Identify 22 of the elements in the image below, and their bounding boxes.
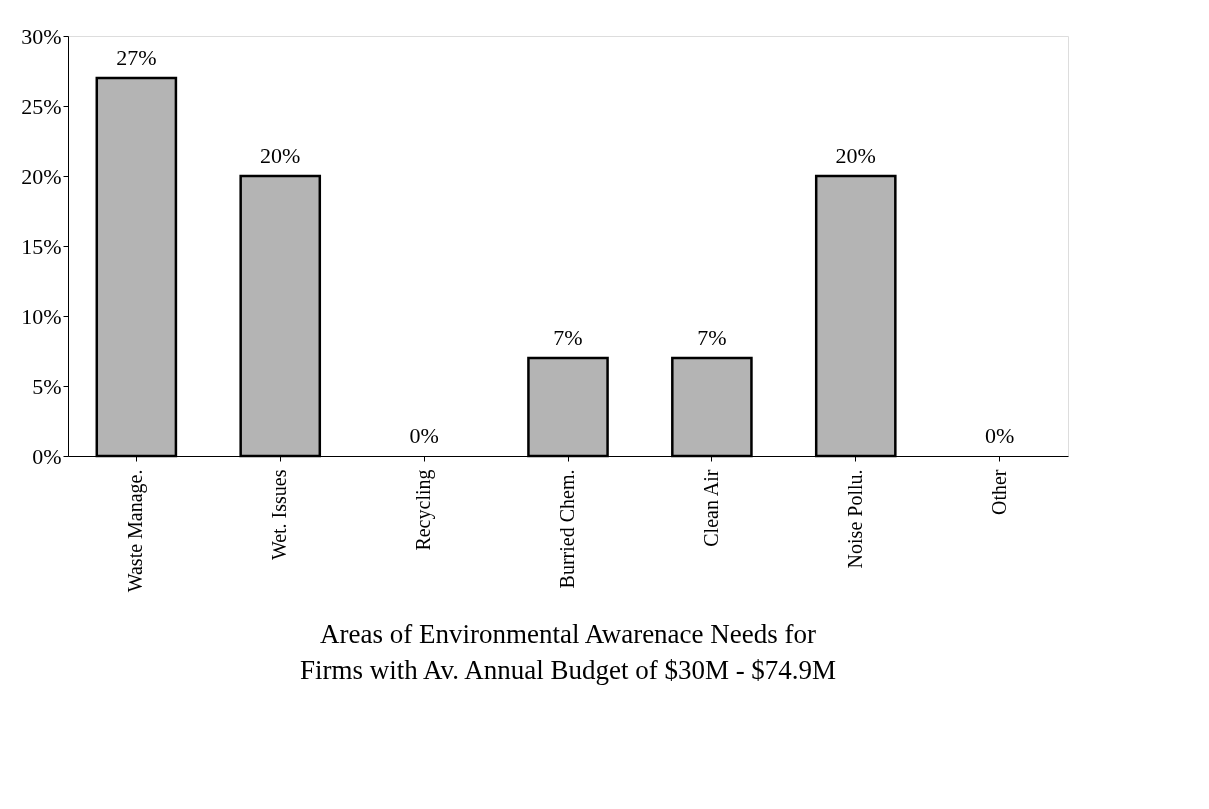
data-label: 7%	[553, 325, 583, 350]
y-tick-label: 25%	[21, 93, 62, 119]
y-tick-label: 30%	[21, 23, 62, 49]
x-tick-label: Wet. Issues	[268, 469, 291, 561]
x-tick-label: Clean Air	[699, 469, 722, 547]
y-tick-label: 10%	[21, 303, 62, 329]
y-tick-label: 0%	[32, 443, 62, 469]
data-label: 27%	[116, 45, 157, 70]
data-label: 20%	[260, 143, 301, 168]
y-tick-label: 5%	[32, 373, 62, 399]
data-label: 7%	[697, 325, 727, 350]
data-label: 20%	[835, 143, 876, 168]
x-tick-label: Recycling	[412, 469, 436, 551]
x-tick-label: Waste Manage.	[124, 469, 148, 593]
x-tick-label: Burried Chem.	[556, 469, 578, 589]
data-label: 0%	[409, 423, 439, 448]
y-tick-label: 20%	[21, 163, 62, 189]
data-label: 0%	[984, 423, 1015, 448]
x-tick-label: Other	[987, 469, 1010, 516]
y-tick-label: 15%	[21, 233, 62, 259]
text: Areas of Environmental Awarenace Needs for Firms with Av. Annual Budget of $30M - $74.9M	[299, 618, 837, 685]
x-tick-label: Noise Pollu.	[843, 469, 866, 569]
